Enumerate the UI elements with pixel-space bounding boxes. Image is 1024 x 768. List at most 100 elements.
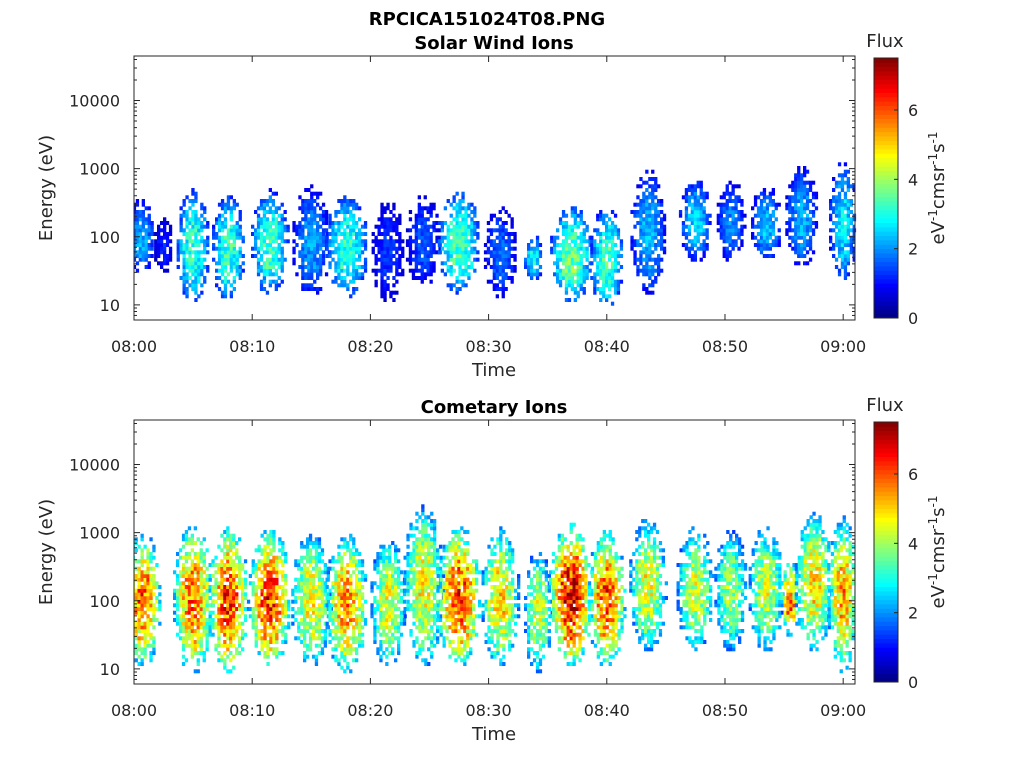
heatmap-cell [797, 243, 801, 247]
heatmap-cell [455, 250, 459, 255]
heatmap-cell [277, 243, 281, 247]
heatmap-cell [135, 199, 140, 203]
heatmap-cell [319, 235, 323, 240]
heatmap-cell [223, 651, 227, 655]
heatmap-cell [343, 228, 347, 233]
heatmap-cell [395, 217, 399, 222]
heatmap-cell [157, 228, 161, 233]
heatmap-cell [791, 184, 795, 189]
heatmap-cell [377, 228, 381, 233]
heatmap-cell [272, 651, 276, 655]
heatmap-cell [383, 228, 387, 233]
heatmap-cell [605, 224, 609, 229]
heatmap-cell [229, 548, 233, 553]
heatmap-cell [461, 279, 465, 284]
heatmap-cell [690, 206, 694, 211]
heatmap-cell [774, 206, 778, 211]
heatmap-cell [588, 239, 592, 244]
heatmap-cell [648, 224, 652, 229]
heatmap-cell [349, 228, 353, 233]
heatmap-cell [408, 261, 413, 266]
heatmap-cell [751, 217, 755, 222]
heatmap-cell [705, 228, 709, 233]
heatmap-cell [458, 250, 462, 255]
heatmap-cell [196, 621, 200, 626]
heatmap-cell [316, 239, 320, 244]
heatmap-cell [740, 224, 744, 229]
heatmap-cell [226, 585, 230, 589]
heatmap-cell [308, 585, 313, 589]
heatmap-cell [470, 202, 474, 207]
heatmap-cell [401, 246, 405, 251]
heatmap-cell [391, 599, 395, 604]
heatmap-cell [651, 243, 655, 247]
heatmap-cell [398, 232, 402, 236]
heatmap-cell [805, 169, 810, 174]
heatmap-cell [662, 246, 667, 251]
heatmap-cell [803, 188, 807, 192]
colorbar-segment [874, 97, 898, 102]
heatmap-cell [197, 217, 201, 222]
heatmap-cell [188, 199, 192, 203]
heatmap-cell [323, 563, 327, 567]
heatmap-cell [176, 563, 180, 567]
heatmap-cell [149, 577, 153, 582]
heatmap-cell [363, 257, 368, 262]
heatmap-cell [143, 629, 147, 633]
heatmap-cell [149, 588, 153, 593]
heatmap-cell [265, 210, 270, 214]
heatmap-cell [334, 574, 338, 578]
heatmap-cell [602, 217, 606, 222]
heatmap-cell [446, 257, 450, 262]
heatmap-cell [504, 254, 508, 258]
heatmap-cell [314, 559, 319, 564]
heatmap-cell [190, 651, 194, 655]
heatmap-cell [633, 210, 637, 214]
heatmap-cell [260, 621, 264, 626]
heatmap-cell [510, 221, 514, 225]
heatmap-cell [203, 224, 207, 229]
heatmap-cell [716, 213, 720, 218]
heatmap-cell [272, 537, 276, 542]
heatmap-cell [388, 610, 392, 615]
heatmap-cell [241, 239, 245, 244]
heatmap-cell [319, 191, 323, 196]
heatmap-cell [645, 210, 649, 214]
heatmap-cell [146, 640, 150, 644]
heatmap-cell [334, 654, 338, 659]
heatmap-cell [199, 636, 203, 641]
heatmap-cell [274, 279, 278, 284]
heatmap-cell [374, 243, 378, 247]
colorbar-segment [874, 183, 898, 189]
heatmap-cell [731, 228, 735, 233]
heatmap-cell [181, 607, 186, 611]
heatmap-cell [452, 250, 456, 255]
heatmap-cell [495, 228, 499, 233]
heatmap-cell [608, 268, 612, 273]
heatmap-cell [681, 224, 686, 229]
heatmap-cell [191, 202, 195, 207]
heatmap-cell [654, 180, 658, 185]
heatmap-cell [360, 265, 365, 269]
heatmap-cell [855, 217, 857, 222]
heatmap-cell [535, 261, 540, 266]
heatmap-cell [636, 272, 640, 277]
heatmap-cell [272, 563, 276, 567]
heatmap-cell [303, 643, 307, 648]
heatmap-cell [185, 290, 189, 295]
heatmap-cell [759, 250, 764, 255]
heatmap-cell [398, 265, 402, 269]
heatmap-cell [317, 570, 322, 575]
heatmap-cell [281, 603, 285, 608]
heatmap-cell [316, 287, 320, 291]
heatmap-cell [266, 599, 270, 604]
heatmap-cell [794, 221, 798, 225]
heatmap-cell [414, 268, 418, 273]
heatmap-cell [191, 283, 195, 288]
heatmap-cell [411, 272, 416, 277]
heatmap-cell [352, 224, 356, 229]
heatmap-cell [295, 272, 299, 277]
heatmap-cell [380, 257, 384, 262]
heatmap-cell [268, 210, 272, 214]
heatmap-cell [199, 555, 203, 560]
